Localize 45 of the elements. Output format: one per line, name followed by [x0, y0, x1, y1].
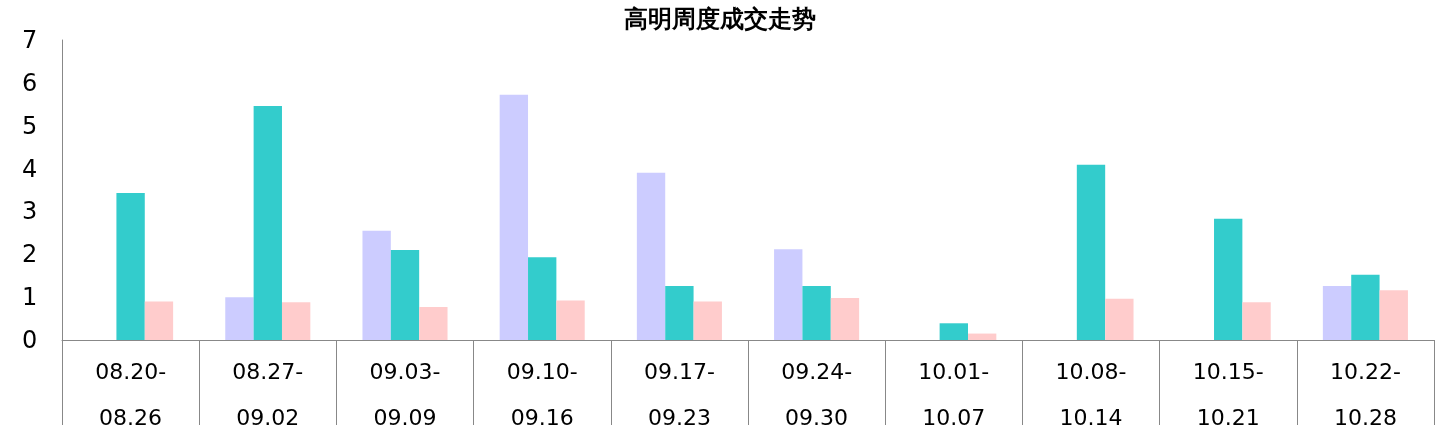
- bar: [636, 172, 666, 340]
- bar: [693, 301, 722, 340]
- bar: [528, 257, 557, 340]
- x-tick-label: 10.22-10.28: [1329, 358, 1401, 430]
- x-tick-label: 08.20-08.26: [95, 358, 167, 430]
- bar: [1242, 302, 1271, 340]
- y-tick-label: 2: [22, 240, 38, 269]
- bar: [802, 286, 831, 340]
- x-tick-label: 09.10-09.16: [506, 358, 578, 430]
- bar: [939, 323, 968, 340]
- bar: [144, 301, 174, 340]
- bar: [1076, 164, 1106, 340]
- bar: [499, 94, 529, 340]
- y-tick-label: 1: [22, 283, 38, 312]
- bar: [665, 286, 694, 340]
- bar: [1105, 298, 1134, 340]
- y-tick-label: 4: [22, 154, 38, 183]
- x-tick-label: 10.08-10.14: [1055, 358, 1127, 430]
- x-tick-label: 09.17-09.23: [643, 358, 715, 430]
- x-tick-label: 10.15-10.21: [1192, 358, 1264, 430]
- bar: [1351, 274, 1380, 340]
- bar: [362, 230, 391, 340]
- bar: [774, 249, 803, 340]
- bar: [830, 298, 860, 340]
- bar: [556, 300, 585, 340]
- bar: [1322, 286, 1352, 340]
- x-tick-label: 09.03-09.09: [369, 358, 441, 430]
- bar: [116, 193, 145, 340]
- bar: [225, 297, 254, 340]
- bar: [967, 333, 997, 340]
- y-tick-label: 7: [22, 26, 38, 54]
- x-tick-label: 08.27-09.02: [232, 358, 304, 430]
- bar: [1214, 218, 1243, 340]
- chart-title: 高明周度成交走势: [624, 5, 816, 33]
- bar: [1379, 290, 1408, 340]
- y-tick-label: 3: [22, 197, 38, 226]
- bar: [390, 250, 420, 340]
- y-tick-label: 6: [22, 68, 38, 97]
- y-tick-label: 0: [22, 326, 38, 354]
- bar: [281, 302, 311, 340]
- x-tick-label: 10.01-10.07: [918, 358, 990, 430]
- y-tick-label: 5: [22, 111, 38, 140]
- bar: [253, 106, 282, 340]
- x-tick-label: 09.24-09.30: [781, 358, 853, 430]
- bar: [419, 307, 448, 340]
